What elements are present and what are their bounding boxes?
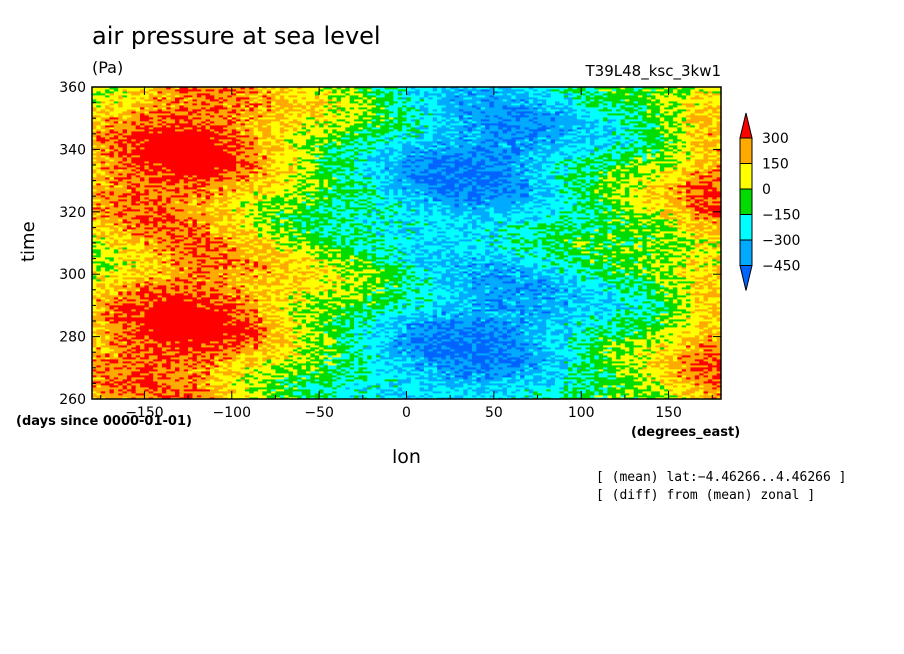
colorbar-extend-top [739, 112, 753, 139]
x-tick-label: −100 [213, 405, 251, 421]
note-mean-lat: [ (mean) lat:−4.46266..4.46266 ] [596, 470, 847, 485]
y-tick-label: 300 [59, 267, 86, 283]
colorbar-segment [739, 163, 753, 190]
y-tick-label: 260 [59, 392, 86, 408]
colorbar-extend-bottom [739, 265, 753, 291]
colorbar-segment [739, 188, 753, 215]
x-tick-label: 50 [485, 405, 503, 421]
y-tick-label: 320 [59, 205, 86, 221]
x-tick-label: −50 [304, 405, 334, 421]
x-tick-label: 0 [402, 405, 411, 421]
y-axis-units: (days since 0000-01-01) [16, 414, 192, 429]
colorbar-label: 150 [762, 157, 789, 173]
x-tick-label: 150 [655, 405, 682, 421]
colorbar-label: 300 [762, 131, 789, 147]
x-axis-units: (degrees_east) [631, 425, 741, 440]
x-tick-label: 100 [568, 405, 595, 421]
experiment-label: T39L48_ksc_3kw1 [585, 62, 721, 80]
y-tick-label: 360 [59, 80, 86, 96]
y-tick-label: 280 [59, 330, 86, 346]
x-axis-label: lon [392, 446, 421, 468]
colorbar-segment [739, 214, 753, 241]
x-tick-label: −150 [125, 405, 163, 421]
colorbar-segment [739, 239, 753, 266]
chart-title: air pressure at sea level [92, 22, 381, 50]
y-tick-label: 340 [59, 142, 86, 158]
colorbar-segment [739, 137, 753, 164]
colorbar-label: 0 [762, 182, 771, 198]
note-diff-zonal: [ (diff) from (mean) zonal ] [596, 488, 816, 503]
chart-units: (Pa) [92, 58, 124, 77]
colorbar-label: −150 [762, 208, 800, 224]
colorbar-label: −450 [762, 259, 800, 275]
colorbar-label: −300 [762, 233, 800, 249]
heatmap-field [92, 87, 722, 400]
